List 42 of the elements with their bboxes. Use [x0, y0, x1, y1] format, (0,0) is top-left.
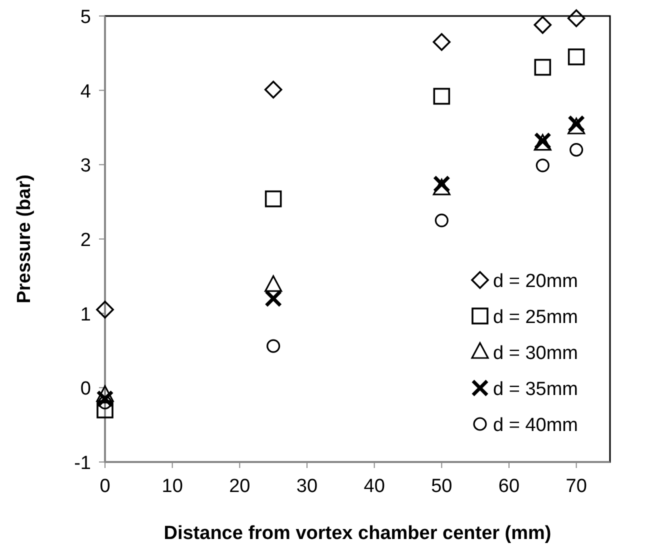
- legend-label: d = 35mm: [493, 379, 578, 400]
- x-tick-label: 70: [566, 476, 587, 497]
- point: [96, 300, 114, 319]
- point: [432, 33, 451, 51]
- point: [432, 178, 450, 196]
- point: [434, 214, 448, 228]
- x-tick-label: 50: [431, 476, 452, 497]
- point: [433, 88, 450, 105]
- x-axis-title: Distance from vortex chamber center (mm): [164, 523, 552, 544]
- point: [568, 48, 585, 66]
- point: [96, 390, 114, 408]
- x-tick-label: 60: [498, 476, 520, 497]
- point: [432, 175, 450, 193]
- point: [534, 58, 552, 76]
- point: [96, 385, 114, 402]
- point: [96, 402, 114, 418]
- point: [570, 143, 584, 157]
- legend-label: d = 40mm: [493, 415, 578, 436]
- point: [536, 158, 550, 172]
- point: [266, 339, 280, 353]
- point: [264, 275, 282, 292]
- x-tick-label: 20: [229, 476, 250, 497]
- y-tick-label: 1: [80, 304, 91, 326]
- x-tick-label: 10: [162, 476, 183, 497]
- legend-label: d = 20mm: [493, 271, 578, 292]
- point: [567, 9, 586, 28]
- point: [264, 190, 282, 208]
- y-axis-title: Pressure (bar): [14, 174, 35, 304]
- y-tick-label: 5: [80, 7, 91, 28]
- legend-label: d = 25mm: [493, 307, 578, 328]
- y-tick-label: 3: [80, 156, 91, 177]
- point: [534, 16, 552, 34]
- x-tick-label: 30: [296, 476, 318, 497]
- y-tick-label: 4: [80, 81, 92, 102]
- y-tick-label: -1: [74, 453, 91, 474]
- y-tick-label: 0: [80, 378, 91, 400]
- point: [264, 80, 282, 98]
- x-tick-label: 0: [100, 476, 110, 497]
- point: [264, 290, 282, 308]
- legend-label: d = 30mm: [493, 343, 578, 364]
- y-tick-label: 2: [80, 230, 91, 251]
- x-tick-label: 40: [364, 476, 385, 497]
